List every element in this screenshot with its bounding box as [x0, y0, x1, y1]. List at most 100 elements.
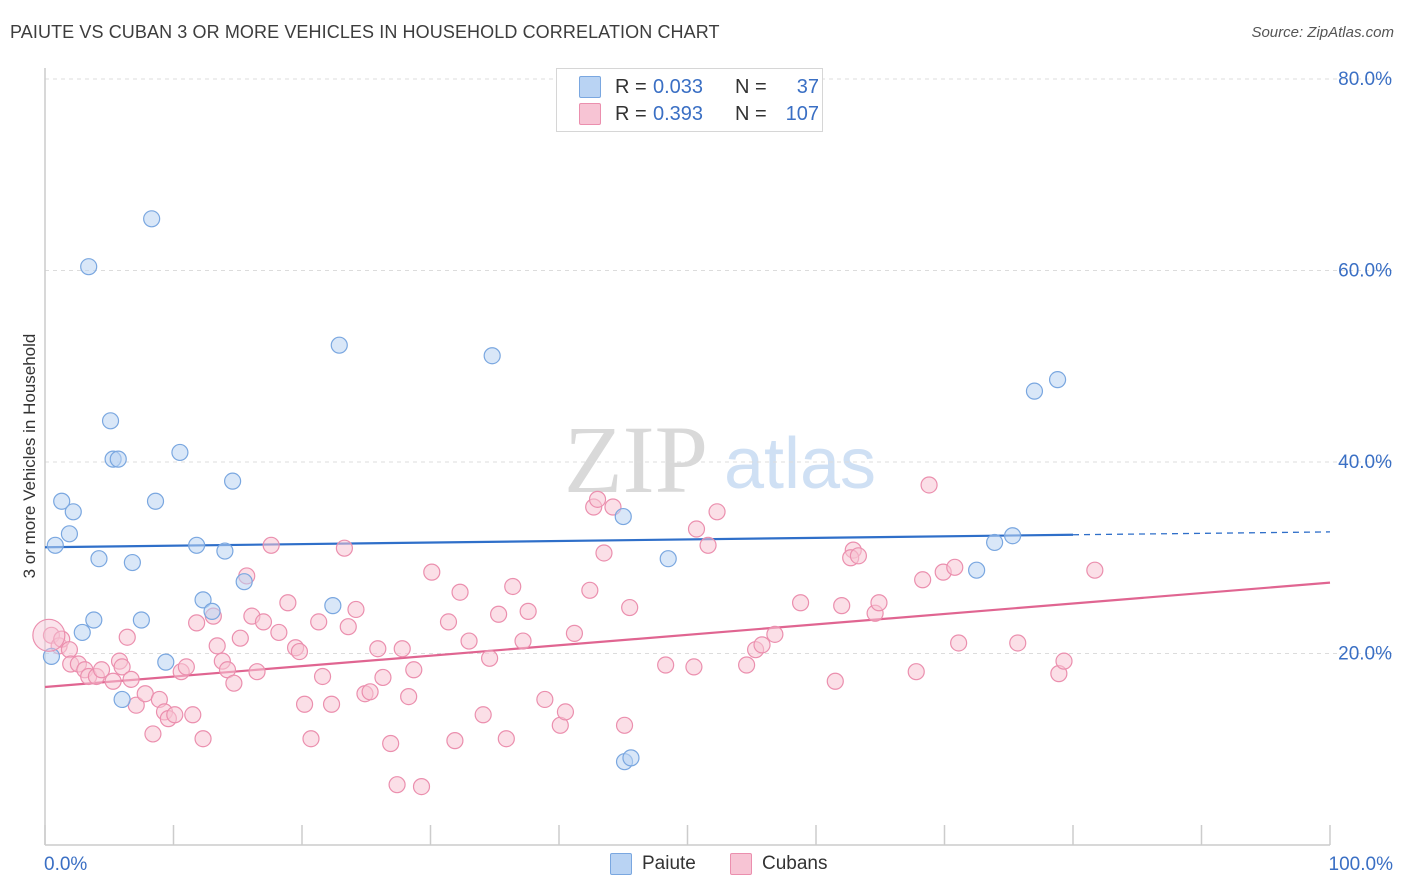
cubans-point: [188, 614, 206, 632]
paiute-legend-swatch: [610, 853, 632, 875]
cubans-point: [595, 544, 613, 562]
cubans-legend-swatch: [730, 853, 752, 875]
cubans-point: [870, 594, 888, 612]
paiute-point: [123, 553, 141, 572]
cubans-point: [833, 597, 851, 615]
cubans-point: [699, 536, 717, 554]
paiute-point: [109, 450, 127, 468]
paiute-point: [146, 492, 165, 510]
cubans-point: [536, 690, 554, 709]
n-label: N =: [735, 75, 767, 98]
paiute-point: [986, 533, 1004, 552]
cubans-point: [369, 640, 387, 658]
grid-lines: [45, 78, 1392, 654]
cubans-point: [565, 624, 584, 642]
r-value: 0.033: [653, 75, 704, 98]
cubans-point: [460, 632, 478, 650]
cubans-point: [310, 613, 328, 631]
cubans-point: [113, 658, 131, 676]
cubans-legend-label: Cubans: [762, 853, 828, 874]
cubans-point: [1055, 652, 1073, 670]
r-label: R =: [615, 102, 647, 125]
cubans-point: [302, 730, 320, 748]
r-label: R =: [615, 75, 647, 98]
cubans-point: [946, 558, 964, 576]
y-tick-label: 80.0%: [1338, 69, 1392, 90]
axes: [44, 68, 1331, 846]
paiute-point: [1048, 371, 1067, 389]
paiute-point: [85, 611, 103, 629]
cubans-point: [400, 687, 418, 706]
cubans-point: [687, 520, 706, 538]
paiute-point: [171, 443, 189, 462]
cubans-point: [950, 634, 968, 652]
cubans-point: [766, 625, 784, 643]
chart-title: PAIUTE VS CUBAN 3 OR MORE VEHICLES IN HO…: [10, 22, 720, 42]
paiute-point: [80, 258, 98, 276]
watermark-atlas: atlas: [724, 424, 876, 504]
paiute-point: [1004, 527, 1022, 545]
paiute-point: [90, 550, 108, 568]
paiute-point: [216, 542, 234, 560]
paiute-point: [194, 591, 212, 609]
cubans-point: [481, 649, 499, 667]
cubans-point: [621, 598, 639, 617]
paiute-point: [235, 573, 253, 591]
cubans-point: [225, 674, 243, 692]
cubans-point: [122, 670, 140, 688]
paiute-point: [203, 602, 221, 620]
data-points: [32, 210, 1104, 796]
paiute-point: [614, 507, 632, 526]
y-tick-label: 40.0%: [1338, 452, 1392, 473]
cubans-point: [412, 777, 431, 796]
cubans-point: [497, 730, 515, 748]
legend-item-cubans: Cubans: [730, 852, 828, 876]
cubans-point: [166, 706, 184, 724]
cubans-point: [474, 706, 492, 724]
watermark-zip: ZIP: [564, 406, 708, 513]
paiute-point: [330, 336, 348, 354]
cubans-point: [388, 776, 406, 794]
cubans-point: [184, 706, 202, 724]
y-tick-label: 20.0%: [1338, 644, 1392, 665]
paiute-point: [46, 536, 64, 554]
cubans-point: [914, 571, 932, 589]
cubans-point: [504, 577, 522, 596]
cubans-point: [514, 632, 532, 650]
cubans-point: [262, 536, 280, 554]
paiute-point: [113, 690, 131, 709]
y-tick-label: 60.0%: [1338, 261, 1392, 282]
cubans-point: [361, 683, 379, 701]
legend-row-paiute: R = 0.033 N = 37: [579, 75, 819, 99]
cubans-point: [208, 637, 226, 655]
watermark: ZIP atlas: [564, 406, 876, 513]
cubans-point: [791, 594, 810, 612]
paiute-point: [968, 561, 986, 579]
cubans-point: [849, 547, 868, 565]
cubans-point: [382, 734, 400, 753]
cubans-point: [104, 672, 122, 690]
x-tick-label: 0.0%: [44, 854, 87, 875]
n-label: N =: [735, 102, 767, 125]
cubans-point: [144, 725, 162, 743]
n-value: 107: [785, 102, 819, 125]
tick-labels: 20.0% 40.0% 60.0% 80.0% 0.0% 100.0%: [44, 69, 1393, 875]
cubans-point: [32, 618, 66, 652]
cubans-point: [1009, 634, 1027, 652]
paiute-legend-label: Paiute: [642, 853, 696, 874]
legend-row-cubans: R = 0.393 N = 107: [579, 102, 819, 126]
cubans-point: [826, 672, 844, 690]
cubans-point: [446, 732, 464, 750]
cubans-point: [920, 476, 938, 494]
paiute-point: [42, 647, 61, 665]
paiute-point: [73, 623, 91, 642]
paiute-point: [483, 347, 501, 365]
cubans-point: [177, 658, 195, 676]
paiute-point: [224, 472, 242, 490]
source-label: Source: ZipAtlas.com: [1251, 24, 1394, 41]
paiute-trendline: [44, 533, 1074, 549]
cubans-point: [393, 640, 411, 658]
cubans-swatch: [579, 103, 601, 125]
cubans-point: [194, 730, 212, 748]
